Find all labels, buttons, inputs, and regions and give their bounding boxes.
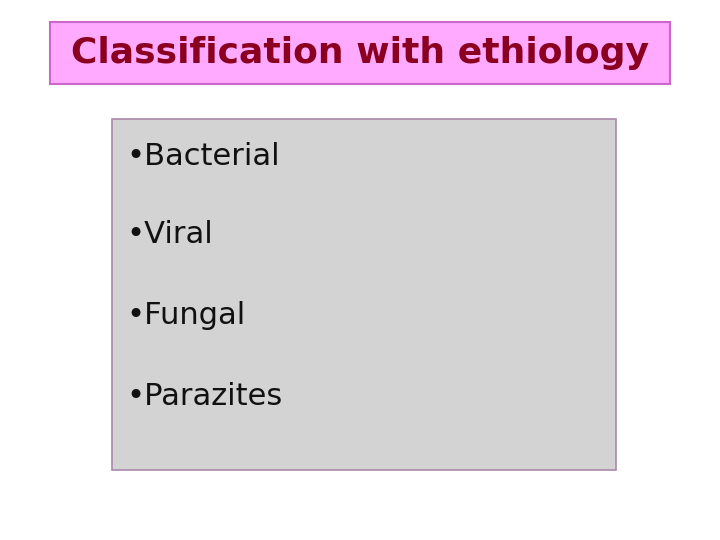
FancyBboxPatch shape — [50, 22, 670, 84]
Text: •Parazites: •Parazites — [126, 382, 282, 411]
FancyBboxPatch shape — [112, 119, 616, 470]
Text: •Bacterial: •Bacterial — [126, 142, 279, 171]
Text: •Viral: •Viral — [126, 220, 212, 249]
Text: •Fungal: •Fungal — [126, 301, 246, 330]
Text: Classification with ethiology: Classification with ethiology — [71, 36, 649, 70]
